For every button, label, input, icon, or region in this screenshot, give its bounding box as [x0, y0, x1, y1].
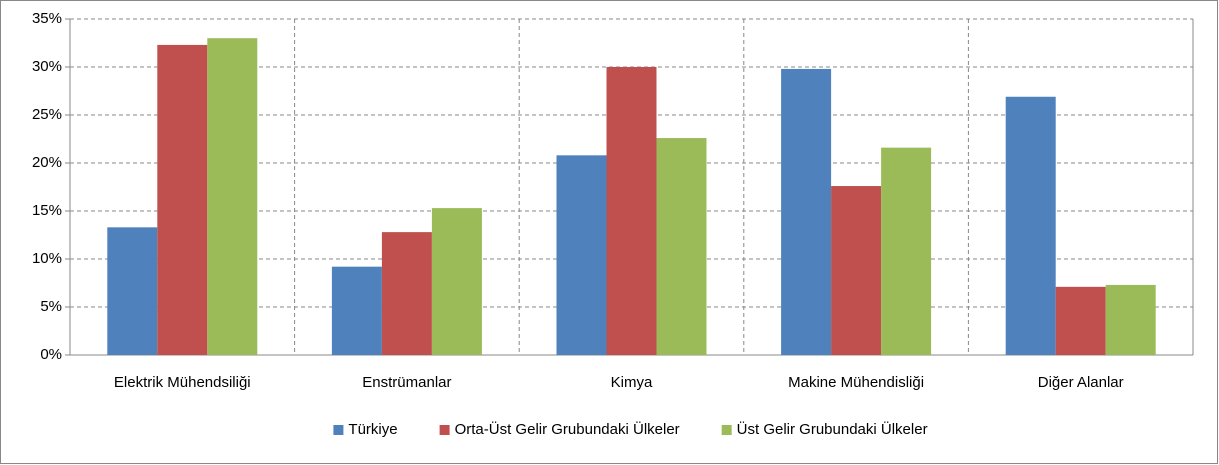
bar [556, 155, 607, 355]
bar [656, 138, 707, 355]
y-tick-label: 35% [32, 10, 62, 27]
bar [831, 186, 882, 355]
bar [331, 266, 382, 355]
bar [1055, 286, 1106, 355]
bar [1005, 96, 1056, 355]
bar [606, 67, 657, 355]
legend-swatch [721, 425, 732, 435]
y-tick-label: 25% [32, 106, 62, 123]
legend-label: Orta-Üst Gelir Grubundaki Ülkeler [455, 420, 680, 438]
legend-label: Türkiye [348, 421, 397, 438]
y-tick-label: 0% [40, 346, 62, 363]
bar [107, 227, 158, 355]
bar [881, 147, 932, 355]
bar [381, 232, 432, 355]
bar [1105, 284, 1156, 355]
y-tick-label: 30% [32, 58, 62, 75]
bar [781, 68, 832, 356]
legend-swatch [333, 425, 344, 435]
x-tick-label: Elektrik Mühendsiliği [114, 374, 251, 391]
bar [207, 38, 258, 355]
x-tick-label: Makine Mühendisliği [788, 374, 924, 391]
y-tick-label: 20% [32, 154, 62, 171]
legend-swatch [439, 425, 450, 435]
x-tick-label: Kimya [611, 374, 653, 391]
y-tick-label: 15% [32, 202, 62, 219]
y-tick-label: 5% [40, 298, 62, 315]
bar [431, 208, 482, 355]
x-tick-label: Diğer Alanlar [1038, 374, 1124, 391]
bar [157, 44, 208, 356]
legend-label: Üst Gelir Grubundaki Ülkeler [737, 420, 928, 438]
y-tick-label: 10% [32, 250, 62, 267]
x-tick-label: Enstrümanlar [362, 374, 451, 391]
